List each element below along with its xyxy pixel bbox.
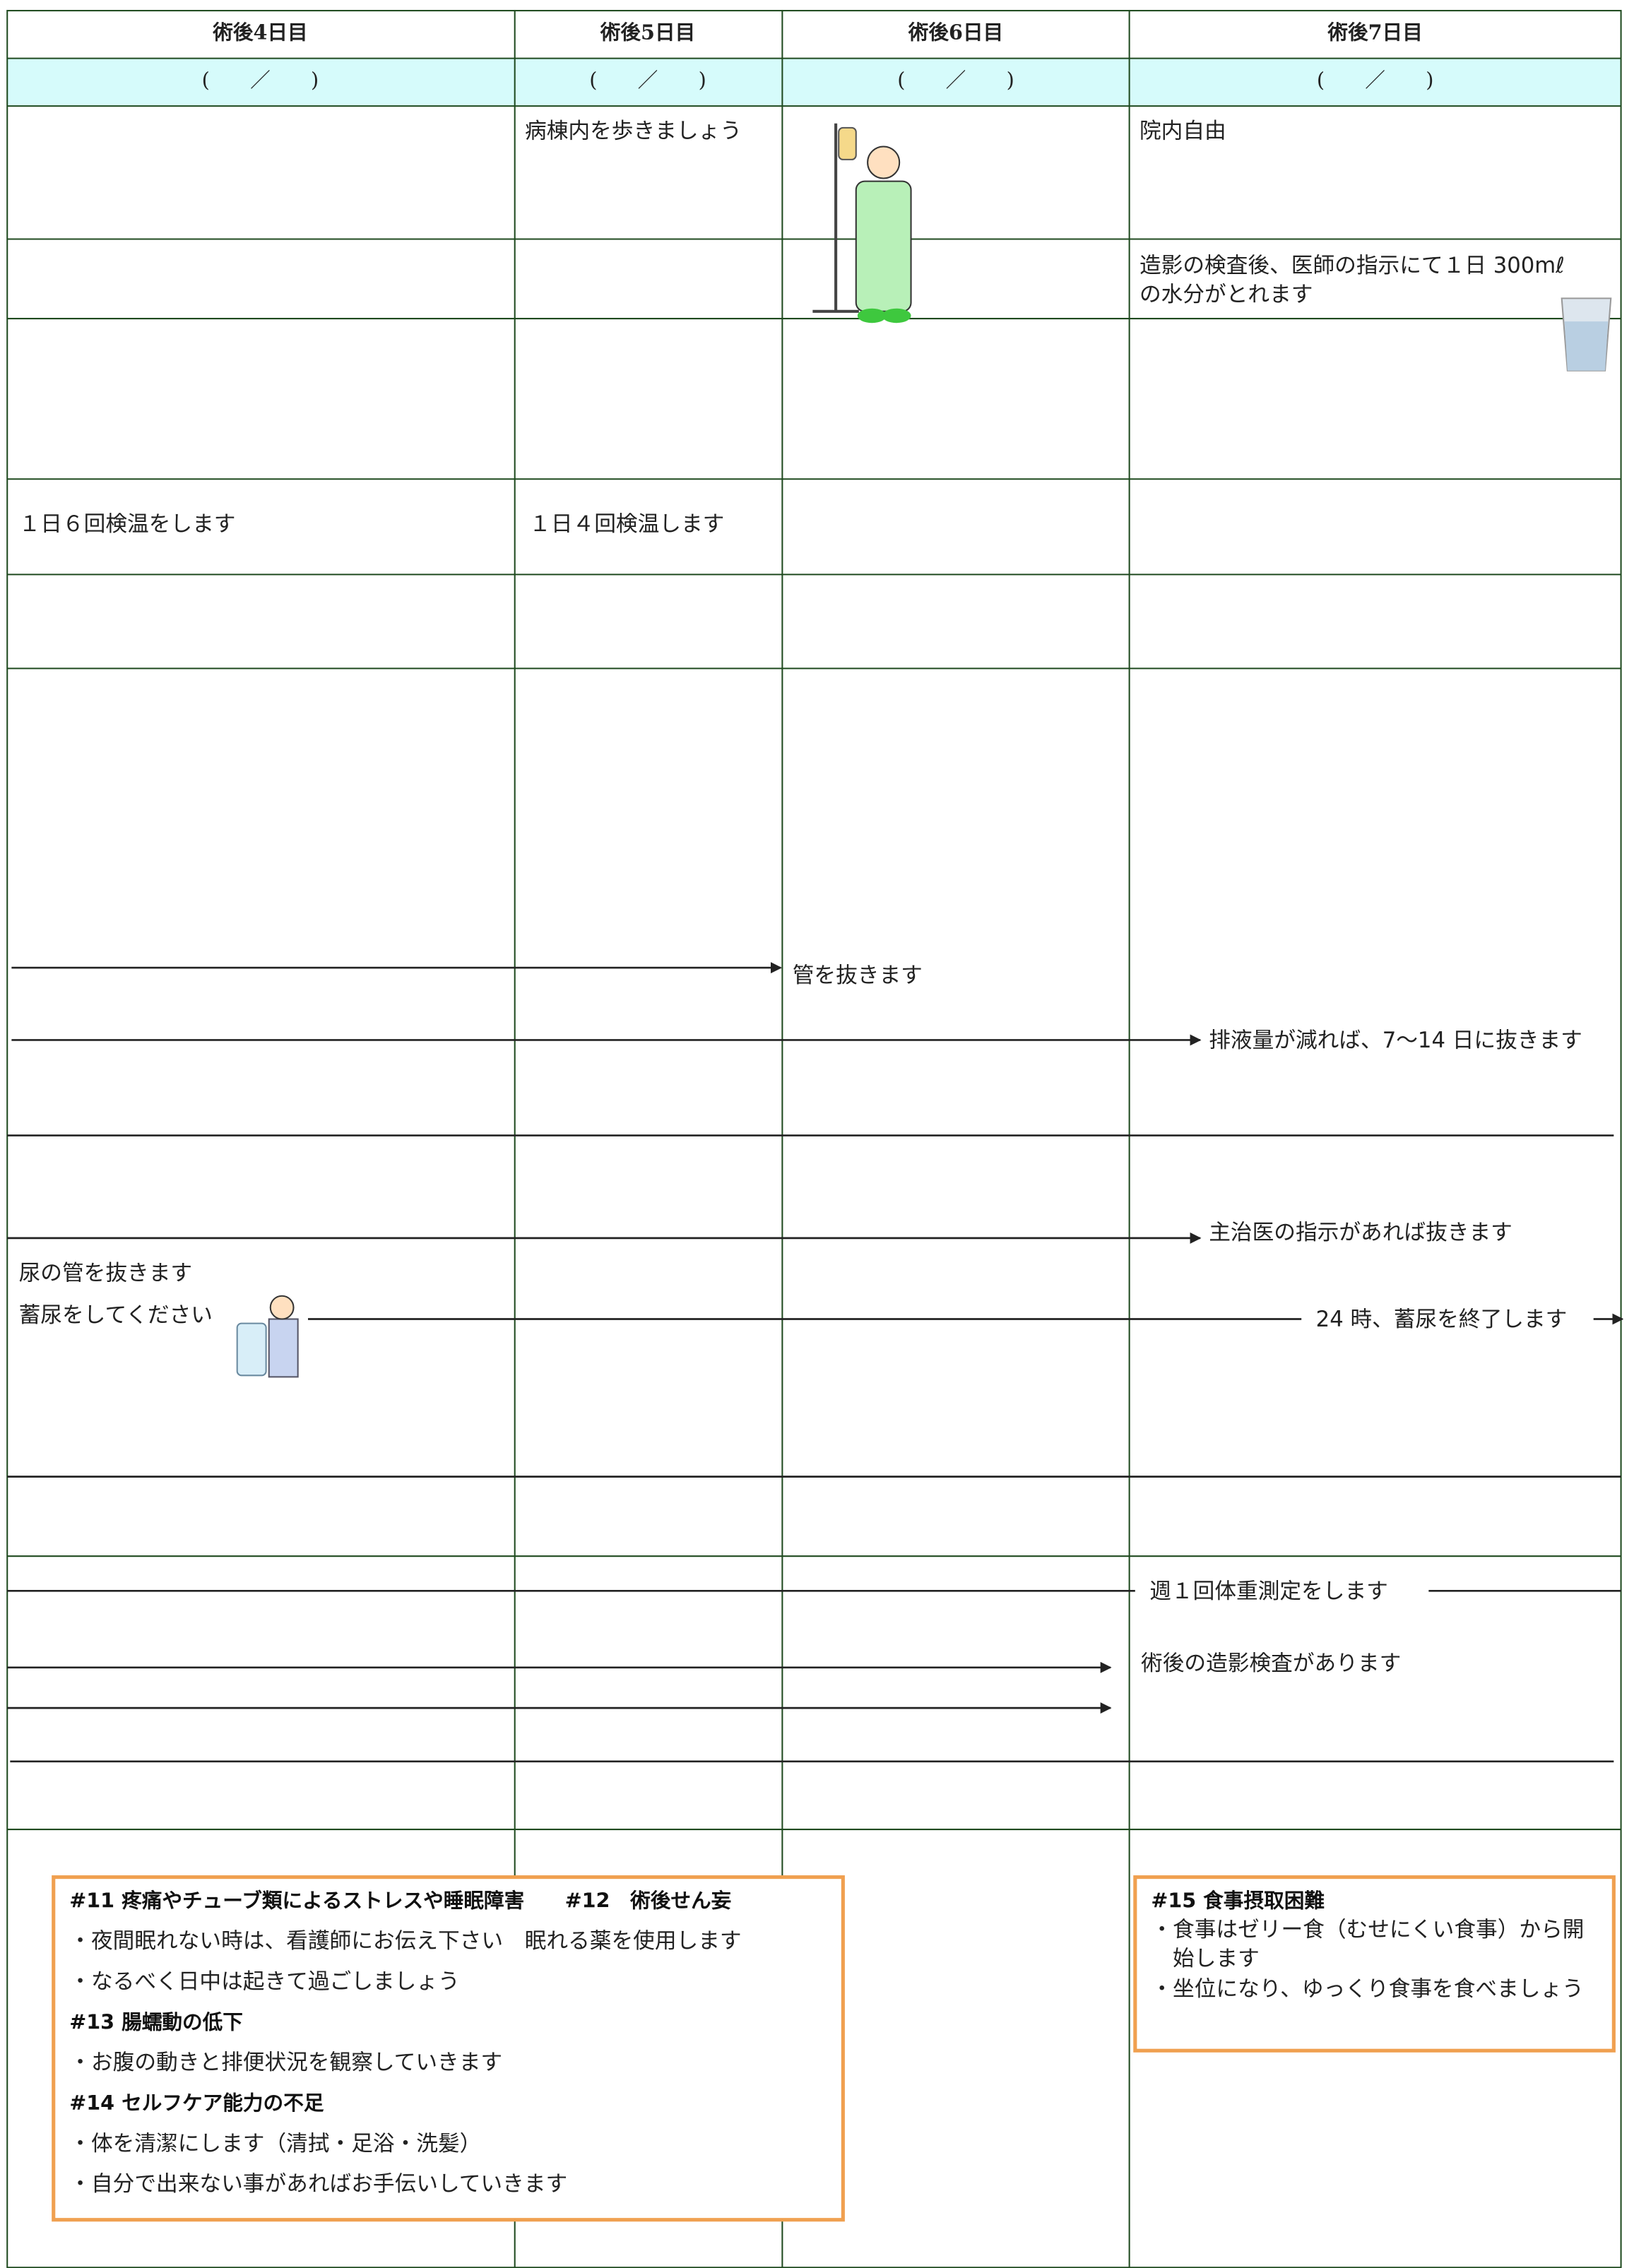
- date-field: ( ／ ): [1317, 68, 1434, 92]
- care-item: ・体を清潔にします（清拭・足浴・洗髪）: [69, 2132, 481, 2156]
- care-heading: #15 食事摂取困難: [1151, 1888, 1325, 1912]
- cell-text: １日４回検温します: [529, 512, 724, 537]
- care-item: ・坐位になり、ゆっくり食事を食べましょう: [1151, 1977, 1584, 2002]
- cell-text: １日６回検温をします: [19, 512, 236, 537]
- cell-text: 主治医の指示があれば抜きます: [1209, 1221, 1512, 1245]
- care-box: [52, 1875, 845, 2222]
- care-item: ・なるべく日中は起きて過ごしましょう: [69, 1970, 459, 1995]
- urine-illustration: [236, 1295, 299, 1378]
- care-heading: #14 セルフケア能力の不足: [69, 2091, 324, 2115]
- cell-text: 24 時、蓄尿を終了します: [1316, 1307, 1568, 1332]
- date-field: ( ／ ): [897, 68, 1014, 92]
- care-item: ・食事はゼリー食（むせにくい食事）から開: [1151, 1918, 1584, 1942]
- care-heading: #11 疼痛やチューブ類によるストレスや睡眠障害 #12 術後せん妄: [69, 1888, 731, 1912]
- cell-text: の水分がとれます: [1139, 283, 1313, 307]
- cell-text: 尿の管を抜きます: [19, 1261, 193, 1286]
- care-item: 始します: [1173, 1947, 1260, 1971]
- cell-text: 排液量が減れば、7～14 日に抜きます: [1209, 1028, 1582, 1053]
- cell-text: 造影の検査後、医師の指示にて１日 300mℓ: [1139, 254, 1565, 278]
- care-heading: #13 腸蠕動の低下: [69, 2009, 243, 2034]
- care-item: ・お腹の動きと排便状況を観察していきます: [69, 2050, 502, 2075]
- cell-text: 病棟内を歩きましょう: [525, 119, 742, 143]
- column-header: 術後5日目: [600, 20, 696, 44]
- grid: [6, 10, 1622, 2268]
- date-row-bg: [7, 58, 1621, 107]
- cell-text: 蓄尿をしてください: [19, 1303, 213, 1328]
- glass-illustration: [1561, 297, 1612, 372]
- column-header: 術後4日目: [212, 20, 308, 44]
- cell-text: 週１回体重測定をします: [1149, 1579, 1388, 1604]
- care-item: ・夜間眠れない時は、看護師にお伝え下さい 眠れる薬を使用します: [69, 1929, 741, 1954]
- cell-text: 院内自由: [1139, 119, 1226, 143]
- cell-text: 術後の造影検査があります: [1141, 1651, 1401, 1676]
- care-item: ・自分で出来ない事があればお手伝いしていきます: [69, 2172, 567, 2197]
- date-field: ( ／ ): [589, 68, 706, 92]
- care-box: [1133, 1875, 1616, 2053]
- column-header: 術後6日目: [908, 20, 1004, 44]
- date-field: ( ／ ): [202, 68, 319, 92]
- patient-illustration: [812, 123, 912, 323]
- cell-text: 管を抜きます: [793, 963, 923, 988]
- column-header: 術後7日目: [1327, 20, 1423, 44]
